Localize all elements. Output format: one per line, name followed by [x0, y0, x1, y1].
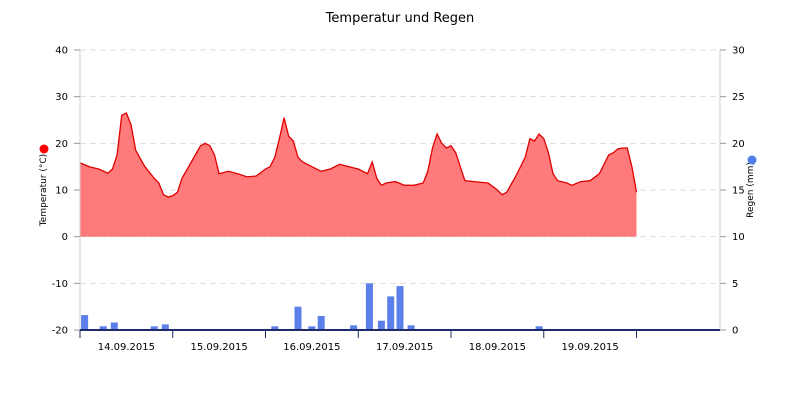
y-left-tick-label: 20 [55, 139, 68, 150]
chart-title: Temperatur und Regen [325, 11, 475, 26]
y-left-tick-label: 30 [55, 92, 68, 103]
y-axis-right-marker [747, 155, 757, 165]
y-left-tick-label: 10 [55, 186, 68, 197]
x-tick-label: 17.09.2015 [376, 342, 433, 353]
tick-labels: 40 30 20 10 0 -10 -20 30 25 20 15 10 5 0 14.09.2015 15.… [52, 46, 745, 354]
rain-bar [350, 325, 358, 330]
y-right-tick-label: 5 [732, 279, 738, 290]
x-tick-label: 19.09.2015 [562, 342, 619, 353]
y-left-tick-label: -10 [52, 279, 68, 290]
y-axis-right-title: Regen (mm) [746, 162, 756, 218]
y-left-tick-label: -20 [52, 326, 68, 337]
y-right-tick-label: 30 [732, 46, 745, 57]
rain-bar [308, 326, 316, 330]
rain-bar [396, 286, 404, 330]
rain-bar [377, 320, 385, 330]
rain-bar [317, 316, 325, 330]
y-axis-left-title: Temperatur (°C) [39, 154, 49, 227]
x-tick-label: 15.09.2015 [190, 342, 247, 353]
y-right-tick-label: 20 [732, 139, 745, 150]
rain-bar [81, 315, 89, 330]
temperature-area [79, 112, 638, 237]
y-left-tick-label: 40 [55, 46, 68, 57]
rain-bar [294, 306, 302, 330]
y-axis-left-marker [39, 144, 49, 154]
rain-bar [161, 324, 169, 330]
x-tick-label: 14.09.2015 [98, 342, 155, 353]
y-right-tick-label: 25 [732, 92, 745, 103]
rain-bar [271, 326, 279, 330]
rain-bar [387, 296, 395, 330]
y-right-tick-label: 0 [732, 326, 738, 337]
rain-bar [110, 322, 118, 330]
rain-bar [150, 326, 158, 330]
axes [74, 49, 726, 338]
y-left-tick-label: 0 [62, 232, 68, 243]
x-tick-label: 16.09.2015 [283, 342, 340, 353]
y-right-tick-label: 10 [732, 232, 745, 243]
rain-bars [81, 283, 543, 330]
y-right-tick-label: 15 [732, 186, 745, 197]
rain-bar [535, 326, 543, 330]
rain-bar [365, 283, 373, 330]
temperature-line [79, 112, 638, 198]
rain-bar [407, 325, 415, 330]
temperature-area-fill [80, 113, 637, 237]
x-tick-label: 18.09.2015 [469, 342, 526, 353]
rain-bar [99, 326, 107, 330]
